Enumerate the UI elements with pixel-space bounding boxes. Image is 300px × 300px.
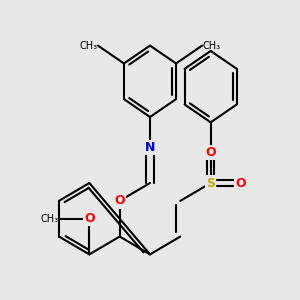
- Text: O: O: [84, 212, 94, 225]
- Text: O: O: [206, 146, 216, 159]
- Text: CH₃: CH₃: [202, 40, 220, 51]
- Text: CH₃: CH₃: [80, 40, 98, 51]
- Text: CH₃: CH₃: [41, 214, 59, 224]
- Text: N: N: [145, 141, 155, 154]
- Text: S: S: [206, 176, 215, 190]
- Text: O: O: [236, 176, 246, 190]
- Text: O: O: [114, 194, 125, 207]
